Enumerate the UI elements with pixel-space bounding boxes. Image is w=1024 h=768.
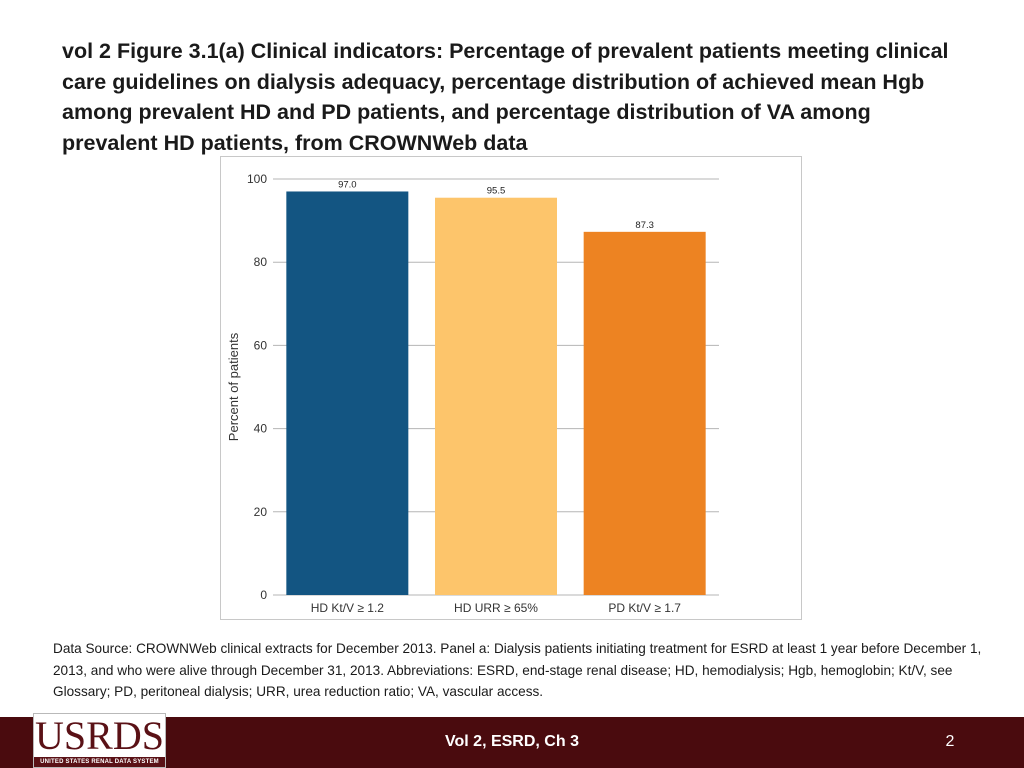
y-axis-label: Percent of patients — [226, 332, 241, 441]
bar-value-label: 87.3 — [635, 220, 654, 231]
y-tick-label: 20 — [254, 505, 268, 519]
bar-value-label: 97.0 — [338, 179, 357, 190]
x-tick-label: PD Kt/V ≥ 1.7 — [608, 601, 681, 615]
footer-bar — [0, 717, 1024, 768]
usrds-logo: USRDS UNITED STATES RENAL DATA SYSTEM — [33, 713, 166, 768]
y-tick-label: 100 — [247, 172, 267, 186]
chart-frame: 0 20 40 60 80 100 Percent of patients 97.0 HD Kt… — [220, 156, 802, 620]
y-tick-label: 60 — [254, 338, 268, 352]
slide-title: vol 2 Figure 3.1(a) Clinical indicators:… — [62, 39, 949, 155]
x-tick-label: HD URR ≥ 65% — [454, 601, 538, 615]
page-number: 2 — [945, 733, 955, 750]
bar — [583, 231, 706, 595]
logo-wordmark: USRDS — [35, 713, 164, 758]
footer-chapter-label: Vol 2, ESRD, Ch 3 — [445, 733, 579, 750]
bar-value-label: 95.5 — [487, 186, 506, 197]
x-tick-label: HD Kt/V ≥ 1.2 — [311, 601, 385, 615]
y-tick-label: 0 — [260, 588, 267, 602]
bar — [286, 191, 409, 596]
y-tick-label: 80 — [254, 255, 268, 269]
y-tick-label: 40 — [254, 422, 268, 436]
bar-chart: 0 20 40 60 80 100 Percent of patients 97.0 HD Kt… — [226, 172, 719, 615]
bar — [435, 197, 557, 595]
data-source-note: Data Source: CROWNWeb clinical extracts … — [53, 641, 982, 699]
logo-subtitle: UNITED STATES RENAL DATA SYSTEM — [34, 757, 165, 767]
